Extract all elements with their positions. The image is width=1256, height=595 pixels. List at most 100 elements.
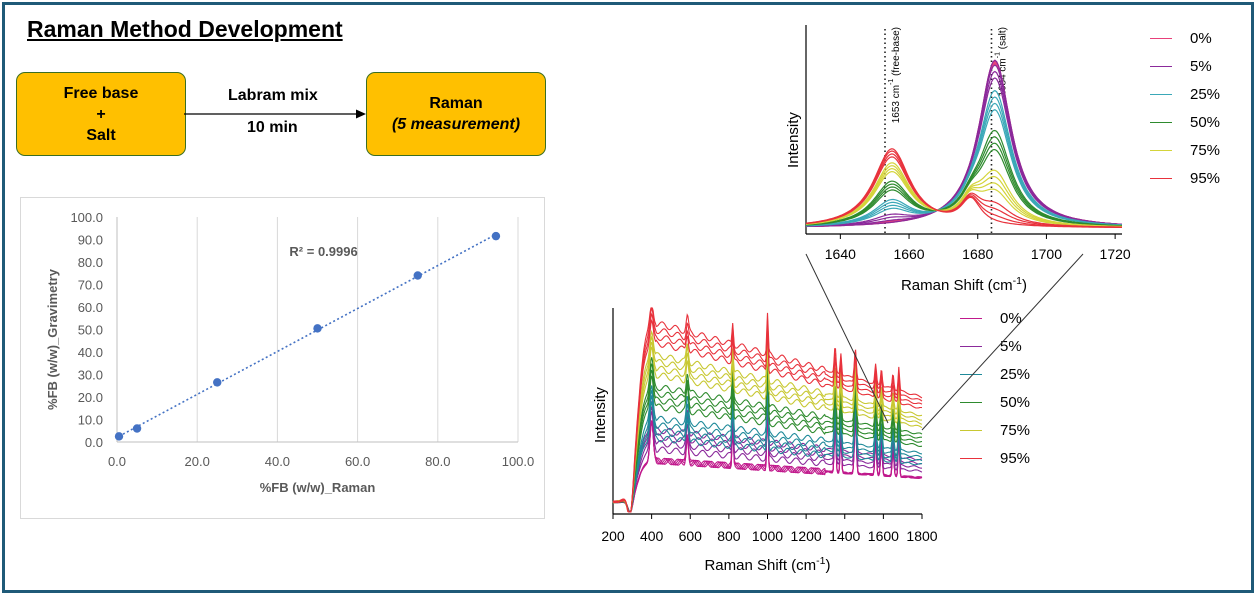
- x-tick-label: 800: [717, 528, 741, 544]
- x-tick-label: 1720: [1100, 246, 1131, 262]
- legend-item: 25%: [960, 366, 1030, 383]
- legend-swatch: [960, 430, 982, 431]
- zoom-spectrum-chart-svg: 1640 1660 1680 1700 1720 Raman Shift (cm-1) In…: [785, 25, 1131, 294]
- calibration-chart-svg: 0.0 20.0 40.0 60.0 80.0 100.0 0.0 10.0 20.0 30.0 4…: [45, 210, 535, 495]
- x-axis-label: %FB (w/w)_Raman: [260, 480, 376, 495]
- legend-item: 75%: [1150, 142, 1220, 159]
- legend-swatch: [1150, 150, 1172, 151]
- legend-swatch: [1150, 122, 1172, 123]
- legend-label: 0%: [1190, 30, 1212, 47]
- zoom-line-25%: [805, 102, 1122, 227]
- legend-label: 25%: [1190, 86, 1221, 103]
- zoom-spectrum-legend: 0% 5% 25% 50% 75% 95%: [1150, 30, 1250, 200]
- full-spectrum-chart-svg: 200 400 600 800 1000 1200 1400 1600 1800 Raman Sh…: [592, 306, 938, 574]
- legend-item: 5%: [960, 338, 1022, 355]
- legend-swatch: [960, 346, 982, 347]
- x-tick-label: 60.0: [345, 454, 370, 469]
- legend-label: 75%: [1000, 422, 1031, 439]
- x-tick-label: 1700: [1031, 246, 1062, 262]
- trendline: [118, 233, 497, 437]
- data-point: [413, 271, 422, 280]
- legend-label: 50%: [1000, 394, 1031, 411]
- legend-label: 5%: [1190, 58, 1212, 75]
- y-axis-label: Intensity: [592, 387, 609, 443]
- x-tick-label: 1800: [906, 528, 937, 544]
- legend-label: 5%: [1000, 338, 1022, 355]
- zoom-line-25%: [806, 89, 1123, 227]
- y-tick-label: 40.0: [78, 345, 103, 360]
- legend-swatch: [960, 374, 982, 375]
- y-tick-label: 20.0: [78, 390, 103, 405]
- free-base-salt-box: Free base + Salt: [16, 72, 186, 156]
- data-point: [491, 231, 501, 241]
- raman-box: Raman (5 measurement): [366, 72, 546, 156]
- box-line: Free base: [63, 84, 139, 102]
- y-tick-label: 10.0: [78, 413, 103, 428]
- legend-label: 50%: [1190, 114, 1221, 131]
- legend-label: 95%: [1190, 170, 1221, 187]
- x-axis-label: Raman Shift (cm-1): [704, 555, 830, 574]
- y-tick-label: 0.0: [85, 435, 103, 450]
- arrow-label-top: Labram mix: [228, 87, 318, 104]
- peak-annotation: 1684 cm-1 (salt): [994, 27, 1008, 97]
- legend-item: 95%: [1150, 170, 1220, 187]
- y-tick-label: 70.0: [78, 278, 103, 293]
- page-title: Raman Method Development: [27, 16, 343, 42]
- x-tick-label: 1660: [893, 246, 924, 262]
- full-spectrum-chart: 200 400 600 800 1000 1200 1400 1600 1800 Raman Sh…: [580, 290, 940, 585]
- x-tick-label: 1640: [825, 246, 856, 262]
- legend-swatch: [1150, 38, 1172, 39]
- legend-item: 5%: [1150, 58, 1212, 75]
- x-tick-label: 1200: [791, 528, 822, 544]
- data-point: [132, 424, 142, 433]
- full-spectrum-legend: 0% 5% 25% 50% 75% 95%: [960, 310, 1070, 480]
- x-tick-label: 20.0: [185, 454, 210, 469]
- y-tick-label: 100.0: [70, 210, 103, 225]
- arrow-label-bottom: 10 min: [247, 119, 298, 136]
- legend-item: 75%: [960, 422, 1030, 439]
- zoom-spectrum-chart: 1640 1660 1680 1700 1720 Raman Shift (cm-1) In…: [770, 15, 1140, 300]
- zoom-line-25%: [805, 109, 1123, 227]
- data-point: [313, 324, 322, 333]
- legend-item: 0%: [1150, 30, 1212, 47]
- y-tick-label: 50.0: [78, 323, 103, 338]
- legend-label: 95%: [1000, 450, 1031, 467]
- box-line: (5 measurement): [391, 116, 521, 133]
- calibration-chart: 0.0 20.0 40.0 60.0 80.0 100.0 0.0 10.0 20.0 30.0 4…: [20, 197, 545, 519]
- x-tick-label: 40.0: [265, 454, 290, 469]
- zoom-line-95%: [805, 148, 1122, 228]
- y-tick-label: 30.0: [78, 368, 103, 383]
- y-tick-label: 80.0: [78, 255, 103, 270]
- legend-swatch: [960, 318, 982, 319]
- legend-item: 25%: [1150, 86, 1220, 103]
- legend-item: 50%: [960, 394, 1030, 411]
- legend-label: 0%: [1000, 310, 1022, 327]
- r-squared-annotation: R² = 0.9996: [289, 244, 357, 259]
- legend-swatch: [1150, 66, 1172, 67]
- x-tick-label: 400: [640, 528, 664, 544]
- y-tick-label: 90.0: [78, 233, 103, 248]
- data-point: [213, 378, 222, 387]
- x-tick-label: 80.0: [425, 454, 450, 469]
- legend-item: 50%: [1150, 114, 1220, 131]
- x-tick-label: 1600: [868, 528, 899, 544]
- box-line: Salt: [86, 126, 116, 144]
- legend-label: 25%: [1000, 366, 1031, 383]
- legend-swatch: [1150, 178, 1172, 179]
- data-point: [114, 432, 124, 441]
- y-axis-label: %FB (w/w)_Gravimetry: [45, 268, 60, 410]
- x-tick-label: 100.0: [502, 454, 535, 469]
- legend-item: 95%: [960, 450, 1030, 467]
- legend-label: 75%: [1190, 142, 1221, 159]
- x-tick-label: 1400: [829, 528, 860, 544]
- zoom-line-5%: [806, 77, 1123, 227]
- legend-swatch: [960, 458, 982, 459]
- zoom-line-50%: [805, 148, 1122, 227]
- x-tick-label: 0.0: [108, 454, 126, 469]
- box-line: Raman: [429, 95, 483, 112]
- x-tick-label: 1680: [962, 246, 993, 262]
- legend-swatch: [960, 402, 982, 403]
- x-tick-label: 600: [679, 528, 703, 544]
- peak-annotation: 1653 cm-1 (free-base): [888, 27, 902, 123]
- zoom-line-25%: [805, 96, 1123, 227]
